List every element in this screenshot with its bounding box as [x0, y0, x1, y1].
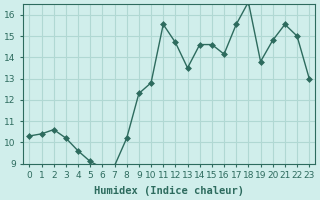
X-axis label: Humidex (Indice chaleur): Humidex (Indice chaleur)	[94, 186, 244, 196]
